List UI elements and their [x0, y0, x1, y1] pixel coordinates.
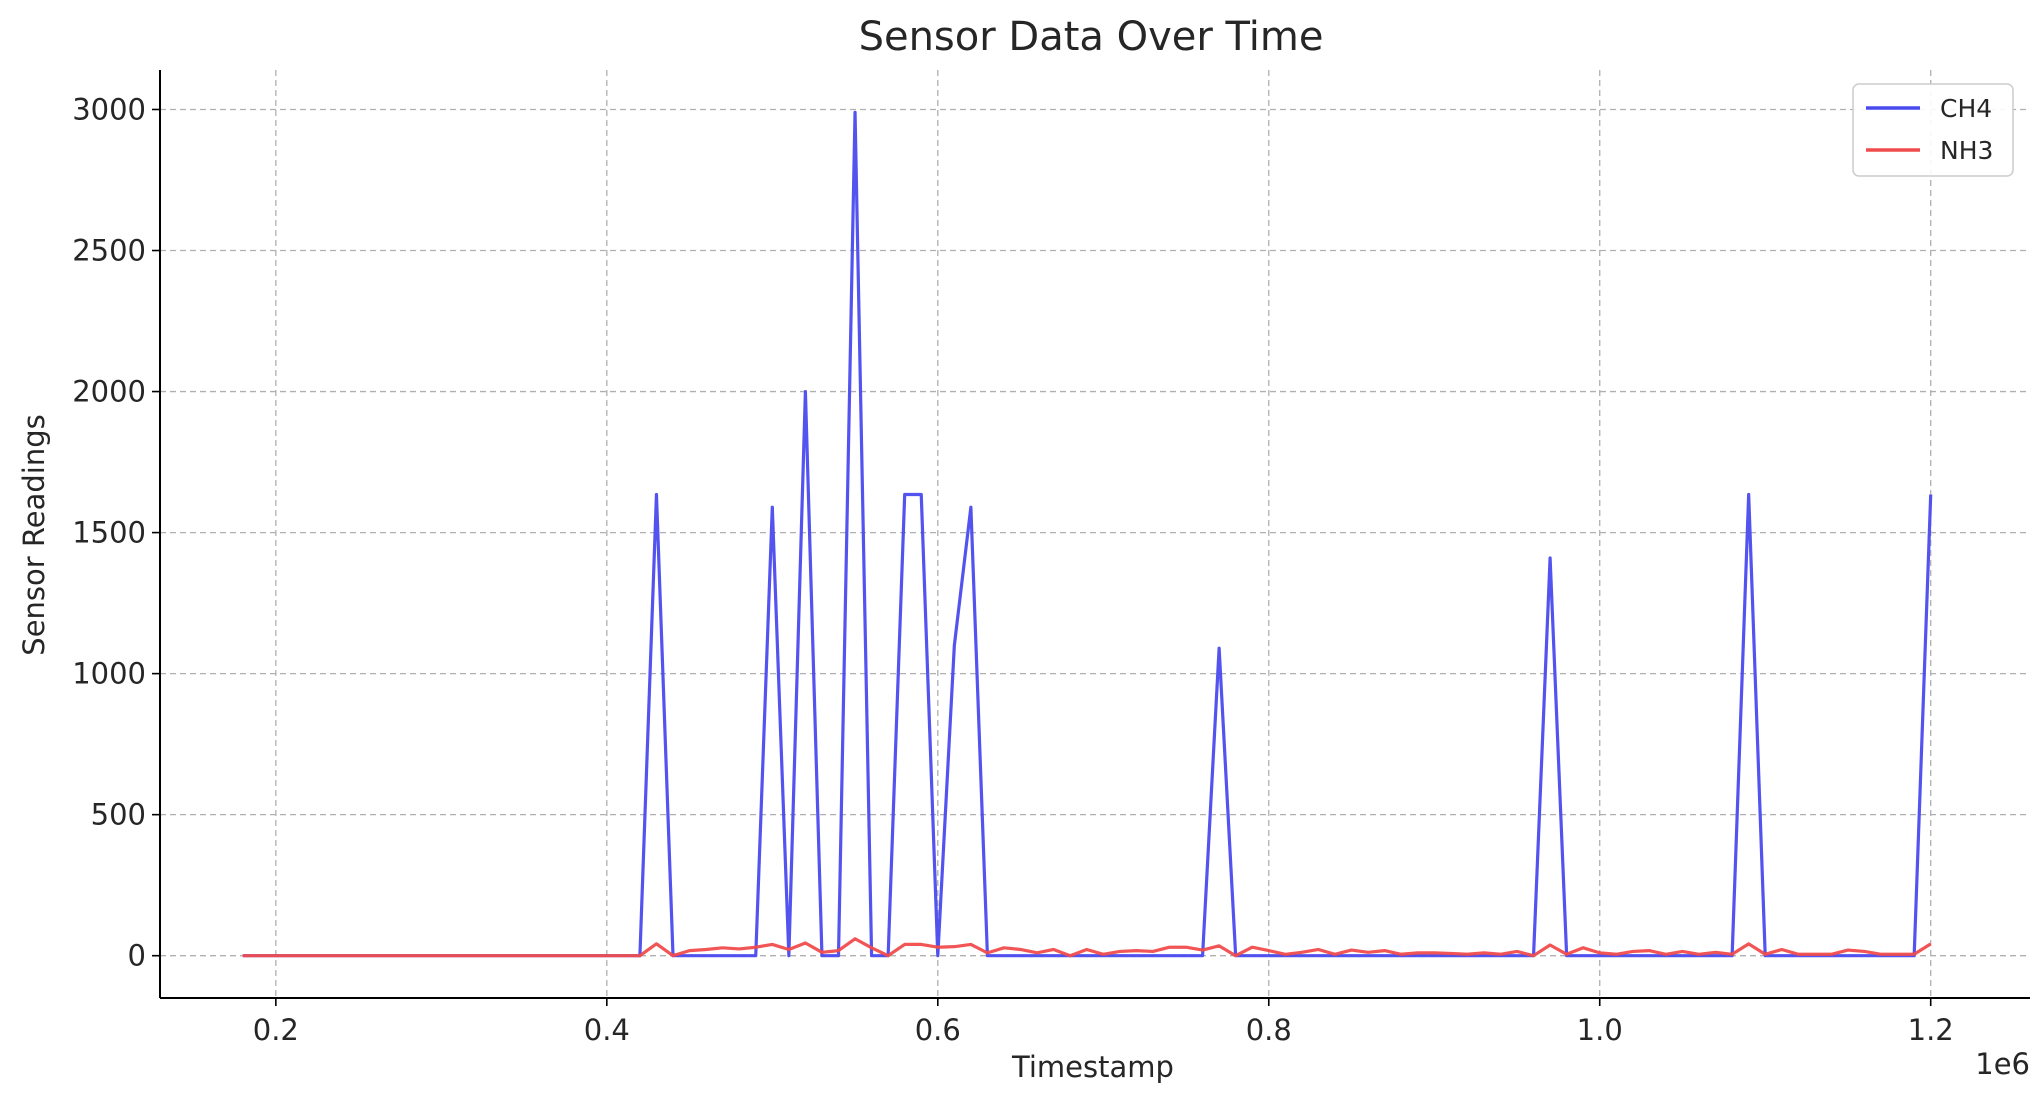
legend-label-ch4: CH4	[1940, 94, 1992, 123]
x-tick-label: 0.6	[915, 1013, 961, 1047]
x-axis-label: Timestamp	[1011, 1050, 1174, 1084]
axes	[159, 70, 2030, 999]
series-line-ch4	[242, 110, 1933, 958]
y-tick-label: 500	[91, 798, 146, 832]
y-tick-label: 1000	[72, 657, 146, 691]
x-axis-offset-label: 1e6	[1975, 1047, 2030, 1081]
y-tick-label: 3000	[72, 92, 146, 126]
legend-label-nh3: NH3	[1940, 136, 1993, 165]
x-tick-label: 0.4	[584, 1013, 630, 1047]
y-axis-label: Sensor Readings	[17, 414, 51, 655]
chart-title: Sensor Data Over Time	[859, 14, 1324, 60]
x-tick-label: 0.8	[1246, 1013, 1292, 1047]
y-tick-label: 2000	[72, 375, 146, 409]
x-tick-label: 1.2	[1908, 1013, 1954, 1047]
x-tick-label: 0.2	[253, 1013, 299, 1047]
x-ticks: 0.2 0.4 0.6 0.8 1.0 1.2	[253, 998, 1954, 1047]
x-tick-label: 1.0	[1577, 1013, 1623, 1047]
y-tick-label: 2500	[72, 234, 146, 268]
series-lines	[242, 110, 1933, 958]
y-tick-label: 0	[128, 939, 146, 973]
series-line-nh3	[242, 937, 1932, 958]
y-tick-label: 1500	[72, 516, 146, 550]
y-ticks: 0 500 1000 1500 2000 2500 3000	[72, 92, 160, 973]
